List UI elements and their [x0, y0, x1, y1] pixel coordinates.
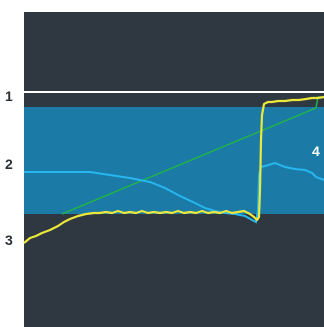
yellow-trace: [23, 95, 324, 244]
row-label-3: 3: [5, 232, 13, 248]
blue-trace: [24, 161, 324, 224]
row-label-1: 1: [5, 88, 13, 104]
row-label-2: 2: [5, 156, 13, 172]
band-label-4: 4: [312, 143, 320, 159]
